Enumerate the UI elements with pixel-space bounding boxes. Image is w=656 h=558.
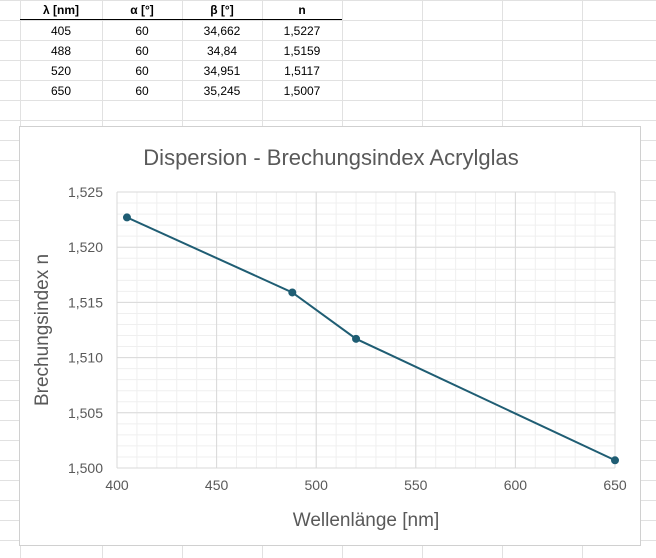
data-point[interactable]	[288, 288, 297, 297]
table-cell[interactable]: 34,84	[206, 44, 238, 58]
chart-svg: 400 450 500 550 600 650 1,500 1,505 1,510 1,515 1,…	[32, 145, 627, 531]
table-cell[interactable]: 60	[135, 44, 149, 58]
y-tick-label: 1,520	[68, 239, 103, 255]
chart-title: Dispersion - Brechungsindex Acrylglas	[143, 145, 518, 170]
header-underline	[20, 19, 342, 20]
data-point[interactable]	[611, 456, 619, 465]
x-axis-title: Wellenlänge [nm]	[293, 510, 439, 531]
x-tick-label: 500	[305, 477, 329, 493]
x-tick-label: 650	[603, 477, 627, 493]
table-cell[interactable]: 650	[50, 84, 72, 98]
table-cell[interactable]: 60	[135, 84, 149, 98]
table-cell[interactable]: 34,662	[203, 24, 241, 38]
table-header-cell[interactable]: λ [nm]	[43, 3, 79, 17]
data-point[interactable]	[352, 334, 361, 343]
y-axis-title: Brechungsindex n	[32, 254, 53, 406]
x-tick-label: 400	[105, 477, 129, 493]
x-tick-label: 450	[205, 477, 229, 493]
y-tick-label: 1,510	[68, 350, 103, 366]
table-cell[interactable]: 488	[50, 44, 72, 58]
y-tick-label: 1,515	[68, 294, 103, 310]
table-cell[interactable]: 1,5117	[284, 64, 320, 78]
table-header-cell[interactable]: α [°]	[130, 3, 154, 17]
data-point[interactable]	[122, 213, 131, 222]
series-line	[126, 216, 616, 462]
x-tick-label: 550	[404, 477, 428, 493]
chart-object[interactable]: 400 450 500 550 600 650 1,500 1,505 1,510 1,515 1,…	[19, 126, 641, 546]
table-cell[interactable]: 405	[50, 24, 72, 38]
table-cell[interactable]: 35,245	[203, 84, 241, 98]
y-tick-label: 1,500	[68, 460, 103, 476]
table-cell[interactable]: 60	[135, 24, 149, 38]
table-cell[interactable]: 34,951	[203, 64, 241, 78]
table-header-cell[interactable]: n	[298, 3, 306, 17]
table-cell[interactable]: 1,5007	[283, 84, 321, 98]
x-tick-label: 600	[504, 477, 528, 493]
table-cell[interactable]: 520	[50, 64, 72, 78]
table-cell[interactable]: 1,5159	[283, 44, 321, 58]
table-header-cell[interactable]: β [°]	[210, 3, 234, 17]
y-tick-label: 1,525	[68, 184, 103, 200]
y-tick-label: 1,505	[68, 405, 103, 421]
table-cell[interactable]: 60	[135, 64, 149, 78]
table-cell[interactable]: 1,5227	[283, 24, 321, 38]
